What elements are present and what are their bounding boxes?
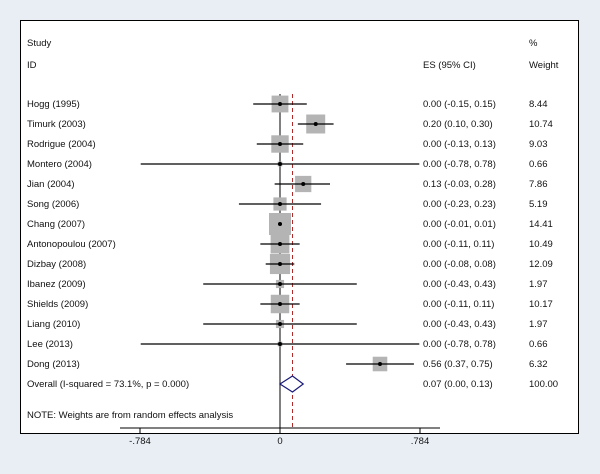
point-estimate — [278, 282, 282, 286]
point-estimate — [278, 202, 282, 206]
study-ci-text: 0.00 (-0.78, 0.78) — [423, 159, 496, 170]
header-percent: % — [529, 38, 538, 49]
point-estimate — [301, 182, 306, 186]
study-weight-text: 1.97 — [529, 279, 548, 290]
study-ci-text: 0.00 (-0.01, 0.01) — [423, 219, 496, 230]
study-ci-text: 0.00 (-0.11, 0.11) — [423, 299, 495, 310]
point-estimate — [278, 102, 282, 106]
point-estimate — [278, 162, 282, 166]
point-estimate — [313, 122, 318, 126]
point-estimate — [278, 142, 282, 146]
point-estimate — [378, 362, 382, 366]
study-ci-text: 0.00 (-0.15, 0.15) — [423, 99, 496, 110]
study-weight-text: 0.66 — [529, 339, 548, 350]
point-estimate — [278, 262, 282, 266]
study-weight-text: 9.03 — [529, 139, 548, 150]
study-weight-text: 8.44 — [529, 99, 548, 110]
point-estimate — [278, 302, 282, 306]
study-ci-text: 0.00 (-0.78, 0.78) — [423, 339, 496, 350]
study-label: Jian (2004) — [27, 179, 75, 190]
overall-diamond — [278, 375, 305, 393]
study-weight-text: 12.09 — [529, 259, 553, 270]
study-weight-text: 10.17 — [529, 299, 553, 310]
study-weight-text: 5.19 — [529, 199, 548, 210]
overall-ci-text: 0.07 (0.00, 0.13) — [423, 379, 493, 390]
header-es-ci: ES (95% CI) — [423, 60, 476, 71]
note-text: NOTE: Weights are from random effects an… — [27, 410, 234, 421]
study-weight-text: 14.41 — [529, 219, 553, 230]
study-label: Shields (2009) — [27, 299, 89, 310]
x-tick-label: .784 — [410, 436, 430, 447]
study-label: Chang (2007) — [27, 219, 86, 230]
study-label: Montero (2004) — [27, 159, 92, 170]
study-label: Dizbay (2008) — [27, 259, 87, 270]
study-label: Hogg (1995) — [27, 99, 80, 110]
study-label: Dong (2013) — [27, 359, 80, 370]
study-label: Song (2006) — [27, 199, 80, 210]
study-label: Rodrigue (2004) — [27, 139, 96, 150]
header-study: Study — [27, 38, 52, 49]
study-ci-text: 0.56 (0.37, 0.75) — [423, 359, 493, 370]
study-label: Lee (2013) — [27, 339, 73, 350]
study-weight-text: 1.97 — [529, 319, 548, 330]
study-label: Ibanez (2009) — [27, 279, 86, 290]
study-weight-text: 0.66 — [529, 159, 548, 170]
study-ci-text: 0.00 (-0.11, 0.11) — [423, 239, 495, 250]
overall-label: Overall (I-squared = 73.1%, p = 0.000) — [27, 379, 190, 390]
study-ci-text: 0.00 (-0.13, 0.13) — [423, 139, 496, 150]
x-tick-label: -.784 — [129, 436, 151, 447]
study-weight-text: 10.74 — [529, 119, 553, 130]
x-tick-label: 0 — [277, 436, 283, 447]
header-id: ID — [27, 60, 37, 71]
study-weight-text: 7.86 — [529, 179, 548, 190]
study-ci-text: 0.00 (-0.08, 0.08) — [423, 259, 496, 270]
point-estimate — [278, 222, 282, 226]
study-label: Antonopoulou (2007) — [27, 239, 116, 250]
study-ci-text: 0.13 (-0.03, 0.28) — [423, 179, 496, 190]
point-estimate — [278, 322, 282, 326]
study-label: Liang (2010) — [27, 319, 81, 330]
study-ci-text: 0.00 (-0.23, 0.23) — [423, 199, 496, 210]
study-weight-text: 10.49 — [529, 239, 553, 250]
study-label: Timurk (2003) — [27, 119, 86, 130]
study-weight-text: 6.32 — [529, 359, 548, 370]
study-ci-text: 0.20 (0.10, 0.30) — [423, 119, 493, 130]
point-estimate — [278, 242, 282, 246]
plot-area: Study ID ES (95% CI) % Weight Hogg (1995… — [20, 20, 579, 434]
study-ci-text: 0.00 (-0.43, 0.43) — [423, 279, 496, 290]
point-estimate — [278, 342, 282, 346]
header-weight: Weight — [529, 60, 559, 71]
study-ci-text: 0.00 (-0.43, 0.43) — [423, 319, 496, 330]
overall-weight-text: 100.00 — [529, 379, 559, 390]
